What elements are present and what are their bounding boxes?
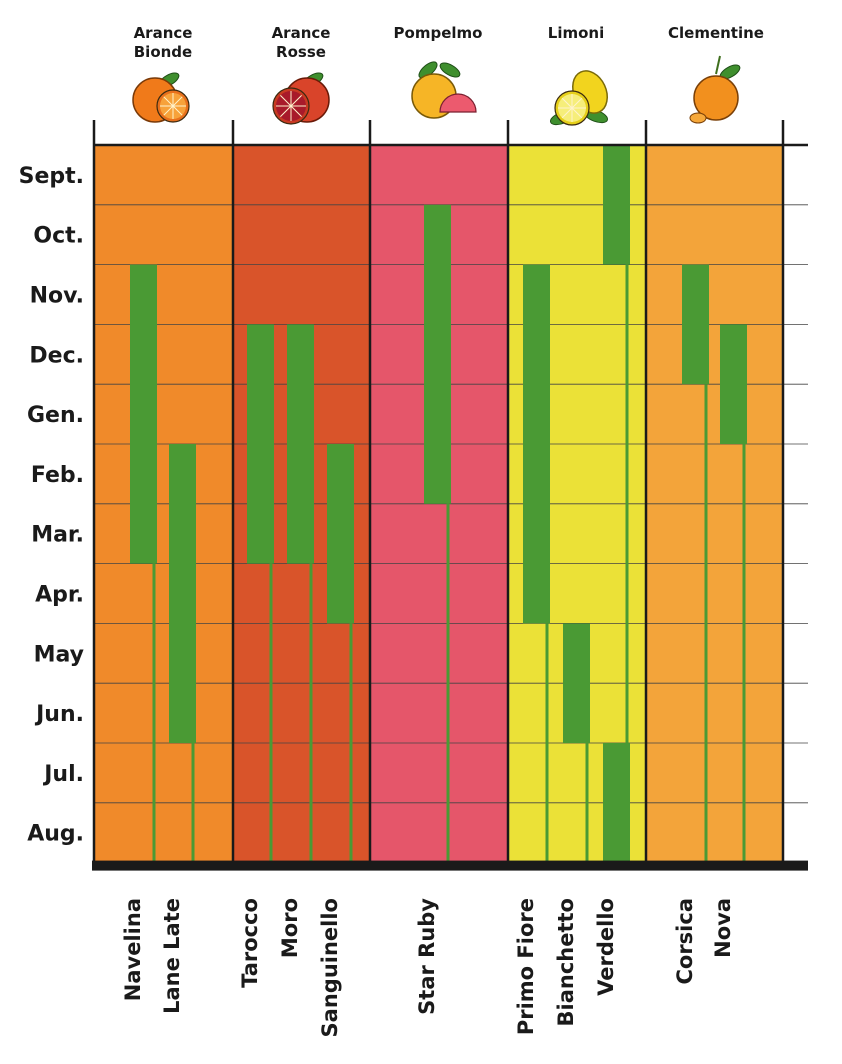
month-labels: Sept. Oct. Nov. Dec. Gen. Feb. Mar. Apr. May Jun.… [19,164,84,847]
season-bar-star-ruby [424,204,451,504]
lemon-slice-segment-5 [561,97,573,109]
variety-label-tarocco: Tarocco [238,898,262,988]
grapefruit-leaf-right [439,62,461,78]
category-title-arance-bionde-line-1: Arance [134,24,193,42]
season-bar-sanguinello [327,444,354,624]
season-bar-bianchetto [563,623,590,743]
season-bar-nova [720,324,747,444]
blood-orange-slice-segment-5 [280,95,292,107]
blood-orange-slice-segment-3 [280,105,292,117]
category-title-limoni: Limoni [548,24,604,42]
variety-label-primo-fiore: Primo Fiore [514,898,538,1035]
variety-label-corsica: Corsica [673,898,697,985]
category-title-arance-rosse-line-1: Arance [272,24,331,42]
variety-label-navelina: Navelina [121,898,145,1001]
month-label-may: May [34,642,84,667]
clementine-whole [693,75,739,121]
category-icons [132,55,741,126]
grapefruit-slice [439,93,477,113]
lemon-slice-segment-7 [571,97,583,109]
season-bar-verdello-late [603,743,630,863]
season-bar-tarocco [247,324,274,564]
variety-label-moro: Moro [278,898,302,958]
clementine-stem [715,55,721,75]
variety-label-lane-late: Lane Late [160,898,184,1014]
blood-orange-slice-segment-1 [290,105,302,117]
month-label-jun-: Jun. [34,702,84,727]
season-bar-verdello [603,145,630,265]
month-label-dec-: Dec. [29,343,84,368]
variety-label-nova: Nova [711,898,735,958]
category-title-pompelmo: Pompelmo [394,24,483,42]
orange-slice-segment-5 [163,96,174,107]
month-label-nov-: Nov. [30,284,84,309]
season-bars [130,145,747,863]
orange-slice-segment-1 [172,105,183,116]
category-title-arance-rosse-line-2: Rosse [276,43,326,61]
blood-orange-slice-segment-7 [290,95,302,107]
season-bar-lane-late [169,444,196,743]
month-label-sept-: Sept. [19,164,84,189]
variety-label-star-ruby: Star Ruby [415,898,439,1015]
variety-label-verdello: Verdello [594,898,618,996]
orange-slice-segment-7 [172,96,183,107]
season-bar-moro [287,324,314,564]
month-label-mar-: Mar. [31,523,84,548]
season-bar-primo-fiore [523,264,550,624]
month-label-aug-: Aug. [27,822,84,847]
variety-label-sanguinello: Sanguinello [318,898,342,1037]
lemon-icon [549,70,609,126]
season-bar-corsica [682,264,709,385]
month-label-feb-: Feb. [31,463,84,488]
blood-orange-icon [272,72,330,125]
month-label-jul-: Jul. [42,762,84,787]
orange-icon [132,72,190,123]
category-title-clementine: Clementine [668,24,764,42]
month-label-gen-: Gen. [27,403,84,428]
category-title-arance-bionde-line-2: Bionde [134,43,192,61]
orange-slice-segment-3 [163,105,174,116]
month-label-oct-: Oct. [33,224,84,249]
grapefruit-icon [411,61,477,119]
clementine-icon [689,55,741,124]
month-label-apr-: Apr. [35,583,84,608]
chart-frame [92,120,808,871]
bottom-axis-bar [92,860,808,871]
variety-label-bianchetto: Bianchetto [554,898,578,1026]
season-bar-navelina [130,264,157,564]
lemon-slice-segment-3 [561,107,573,119]
lemon-slice-segment-1 [571,107,583,119]
clementine-wedge [689,112,707,124]
variety-labels: Navelina Lane Late Tarocco Moro Sanguinello S… [121,898,735,1038]
